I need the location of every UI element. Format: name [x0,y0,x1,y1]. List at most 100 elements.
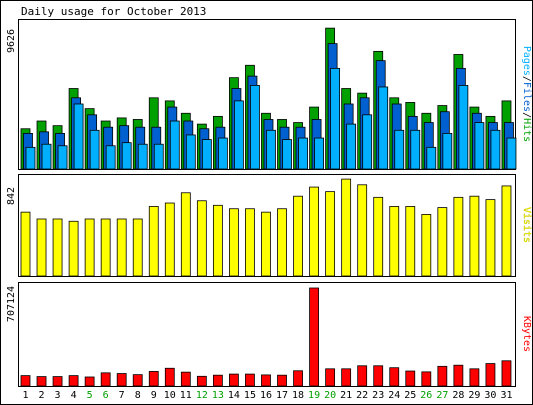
x-tick-label-17: 17 [276,390,288,401]
x-tick-label-4: 4 [71,390,77,401]
visits-visits-bar-10 [164,202,175,277]
x-tick-label-8: 8 [135,390,141,401]
hits-files-pages-pages-bar-23 [378,86,389,170]
hits-files-pages-pages-bar-18 [298,137,308,170]
kbytes-kbytes-bar-21 [341,368,352,387]
x-axis-labels: 1 2 3 4 5 6 7 8 9 10 11 12 13 14 15 16 17 18 19 20 21 22 23 24 2… [22,390,512,401]
visits-visits-bar-22 [357,184,368,277]
kbytes-max-label: 707124 [6,286,17,322]
visits-visits-bar-15 [245,208,255,277]
visits-visits-bar-4 [68,220,79,277]
visits-max-label: 842 [6,187,17,205]
kbytes-kbytes-bar-11 [180,371,191,387]
visits-panel-border [18,174,516,277]
x-tick-label-19: 19 [308,390,320,401]
hits-files-pages-pages-bar-12 [201,139,212,170]
hits-files-pages-legend-part-2: Files [521,82,532,112]
visits-visits-bar-11 [180,192,191,277]
hits-files-pages-pages-bar-8 [137,143,148,170]
x-tick-label-2: 2 [39,390,45,401]
visits-visits-bar-16 [261,211,271,277]
visits-visits-bar-12 [196,200,207,277]
kbytes-kbytes-bar-17 [277,374,287,387]
hits-files-pages-pages-bar-25 [410,129,421,170]
x-tick-label-18: 18 [292,390,304,401]
kbytes-legend-label: KBytes [521,316,532,352]
kbytes-kbytes-bar-31 [501,360,512,387]
kbytes-kbytes-bar-28 [453,364,464,387]
x-tick-label-25: 25 [404,390,416,401]
x-tick-label-24: 24 [388,390,400,401]
x-tick-label-3: 3 [55,390,61,401]
hits-files-pages-pages-bar-30 [490,129,501,170]
x-tick-label-22: 22 [356,390,368,401]
visits-visits-bar-31 [501,185,512,277]
visits-visits-bar-8 [132,218,143,277]
kbytes-kbytes-bar-14 [229,373,239,387]
kbytes-kbytes-bar-2 [36,376,47,387]
visits-visits-bar-13 [212,204,223,277]
x-tick-label-9: 9 [151,390,157,401]
x-tick-label-23: 23 [372,390,384,401]
kbytes-kbytes-bar-5 [84,376,95,387]
kbytes-kbytes-bar-25 [405,370,416,387]
hits-files-pages-pages-bar-11 [185,134,196,170]
visits-panel: 842 Visits [6,174,532,277]
kbytes-kbytes-bar-18 [293,370,303,387]
kbytes-kbytes-bar-8 [132,374,143,387]
visits-legend-label: Visits [521,207,532,243]
hits-files-pages-pages-bar-5 [89,129,100,170]
hits-files-pages-legend-part-1: / [521,76,532,82]
x-tick-label-14: 14 [228,390,240,401]
x-tick-label-21: 21 [340,390,352,401]
kbytes-kbytes-bar-22 [357,365,368,387]
visits-visits-bar-6 [100,218,111,277]
x-tick-label-15: 15 [244,390,256,401]
hits-files-pages-pages-bar-28 [458,85,469,170]
kbytes-kbytes-bar-23 [373,365,384,387]
hits-files-pages-max-label: 9626 [6,29,17,53]
visits-visits-bar-18 [293,195,303,277]
hits-files-pages-legend-part-3: / [521,112,532,118]
x-tick-label-13: 13 [212,390,224,401]
hits-files-pages-pages-bar-22 [362,114,373,170]
visits-visits-bar-5 [84,218,95,277]
kbytes-kbytes-bar-10 [164,367,175,387]
visits-visits-bar-2 [36,218,47,277]
hits-files-pages-legend-part-0: Pages [521,46,532,76]
x-tick-label-26: 26 [420,390,432,401]
x-tick-label-28: 28 [452,390,464,401]
hits-files-pages-pages-bar-15 [250,85,260,170]
kbytes-kbytes-bar-24 [389,367,400,387]
x-tick-label-31: 31 [500,390,512,401]
kbytes-kbytes-bar-27 [437,365,448,387]
visits-visits-bar-29 [469,195,480,277]
x-tick-label-10: 10 [164,390,176,401]
x-tick-label-6: 6 [103,390,109,401]
kbytes-kbytes-bar-3 [52,376,63,387]
hits-files-pages-pages-bar-3 [57,145,68,170]
kbytes-kbytes-bar-30 [485,363,496,387]
hits-files-pages-pages-bar-27 [442,132,453,170]
kbytes-kbytes-bar-1 [20,375,31,387]
x-tick-label-29: 29 [468,390,480,401]
hits-files-pages-pages-bar-24 [394,129,405,170]
kbytes-kbytes-bar-29 [469,368,480,387]
kbytes-kbytes-bar-16 [261,374,271,387]
visits-visits-bar-24 [389,206,400,277]
chart-title: Daily usage for October 2013 [21,5,206,18]
visits-visits-bar-30 [485,199,496,277]
hits-files-pages-pages-bar-29 [474,122,485,170]
x-tick-label-30: 30 [484,390,496,401]
visits-visits-bar-14 [229,208,239,277]
visits-visits-bar-3 [52,218,63,277]
hits-files-pages-pages-bar-21 [346,123,357,170]
kbytes-kbytes-bar-12 [196,375,207,387]
kbytes-panel: 707124 KBytes [6,282,532,387]
kbytes-kbytes-bar-13 [212,374,223,387]
hits-files-pages-pages-bar-9 [153,143,164,170]
x-tick-label-20: 20 [324,390,336,401]
